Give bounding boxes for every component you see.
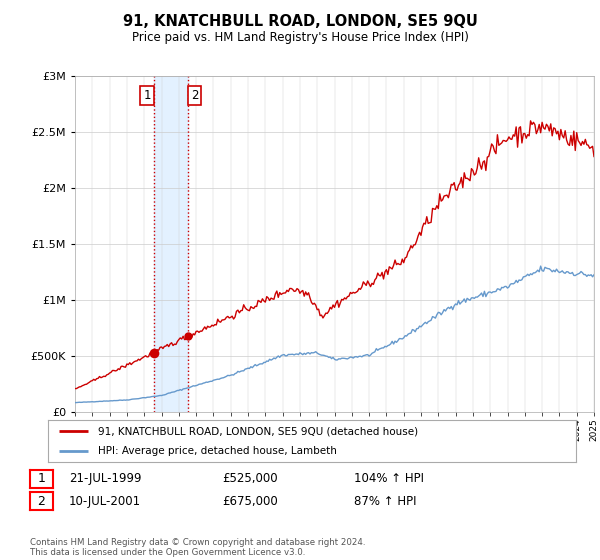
Text: 104% ↑ HPI: 104% ↑ HPI: [354, 472, 424, 486]
Text: 91, KNATCHBULL ROAD, LONDON, SE5 9QU: 91, KNATCHBULL ROAD, LONDON, SE5 9QU: [122, 14, 478, 29]
Text: £525,000: £525,000: [222, 472, 278, 486]
Text: HPI: Average price, detached house, Lambeth: HPI: Average price, detached house, Lamb…: [98, 446, 337, 456]
Text: 91, KNATCHBULL ROAD, LONDON, SE5 9QU (detached house): 91, KNATCHBULL ROAD, LONDON, SE5 9QU (de…: [98, 426, 418, 436]
Text: 10-JUL-2001: 10-JUL-2001: [69, 494, 141, 508]
Text: £675,000: £675,000: [222, 494, 278, 508]
Text: 2: 2: [191, 89, 198, 102]
Text: Contains HM Land Registry data © Crown copyright and database right 2024.
This d: Contains HM Land Registry data © Crown c…: [30, 538, 365, 557]
Text: 1: 1: [143, 89, 151, 102]
Text: Price paid vs. HM Land Registry's House Price Index (HPI): Price paid vs. HM Land Registry's House …: [131, 31, 469, 44]
Text: 87% ↑ HPI: 87% ↑ HPI: [354, 494, 416, 508]
Text: 2: 2: [37, 494, 46, 508]
Text: 1: 1: [37, 472, 46, 486]
Text: 21-JUL-1999: 21-JUL-1999: [69, 472, 142, 486]
Bar: [154, 76, 188, 412]
